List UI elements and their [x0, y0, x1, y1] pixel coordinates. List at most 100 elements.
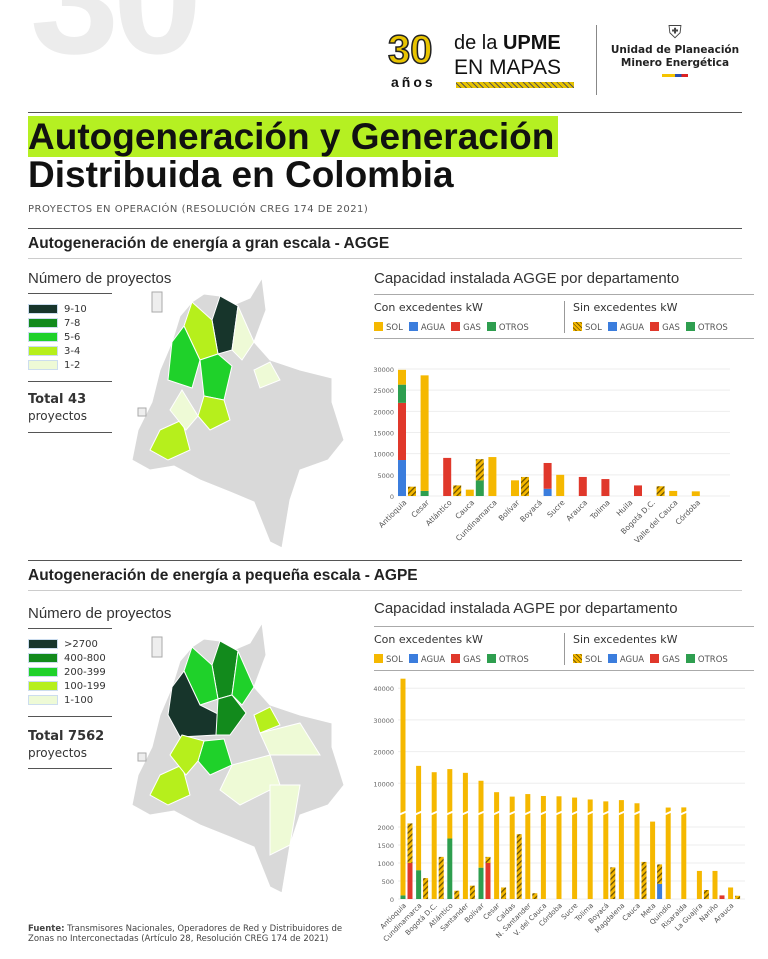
chart-legend-frame: Con excedentes kW SOL AGUA GAS OTROS Sin exce… — [374, 294, 754, 339]
divider — [28, 590, 742, 591]
axis-break-mark — [678, 810, 689, 816]
legend-swatch — [451, 654, 461, 663]
logo-divider — [596, 25, 597, 95]
legend-item-otros: OTROS — [486, 322, 529, 333]
bar-segment — [657, 883, 663, 899]
agpe-bar-chart: 050010001500200010000200003000040000Anti… — [373, 678, 745, 943]
legend-swatch — [28, 681, 58, 691]
legend-label: AGUA — [420, 323, 446, 333]
agge-chart-title: Capacidad instalada AGGE por departament… — [374, 270, 680, 287]
axis-break-mark — [491, 810, 502, 816]
legend-label: OTROS — [697, 655, 728, 665]
legend-swatch — [451, 322, 461, 331]
legend-label: 1-100 — [64, 694, 94, 706]
legend-label: GAS — [463, 323, 481, 333]
bar-segment — [478, 867, 484, 899]
bar-segment — [400, 895, 406, 899]
bar-segment — [650, 821, 656, 899]
logo-text-b: UPME — [502, 32, 561, 54]
legend-item: 9-10 — [28, 302, 113, 316]
axis-break-mark — [460, 810, 471, 816]
bar-segment — [475, 480, 484, 496]
legend-swatch — [28, 346, 58, 356]
legend-item: 3-4 — [28, 344, 113, 358]
legend-swatch — [374, 322, 383, 331]
bar-segment — [407, 823, 413, 863]
san-andres-inset — [151, 636, 163, 658]
bar-segment — [532, 893, 538, 899]
bar-segment — [431, 772, 437, 899]
bar-segment — [465, 489, 474, 496]
legend-swatch — [607, 322, 617, 331]
axis-break-mark — [663, 810, 674, 816]
legend-item-gas: GAS — [650, 322, 680, 333]
title-line-1: Autogeneración y Generación — [28, 116, 559, 157]
source-note: Fuente: Transmisores Nacionales, Operado… — [28, 924, 358, 944]
bar-segment — [696, 870, 702, 899]
legend-item-sol: SOL — [374, 654, 403, 665]
bar-segment — [447, 769, 453, 839]
watermark-30: 30 — [30, 0, 202, 78]
department-region — [231, 649, 255, 706]
legend-item-sol: SOL — [374, 322, 403, 333]
coat-of-arms-icon: ⛨ — [668, 22, 682, 43]
total-sub: proyectos — [28, 409, 88, 423]
department-region — [231, 304, 255, 361]
flag-bar — [662, 74, 688, 77]
legend-item-agua: AGUA — [607, 322, 644, 333]
legend-swatch — [28, 653, 58, 663]
bar-segment — [453, 485, 462, 496]
divider — [28, 432, 112, 433]
divider — [28, 560, 742, 561]
y-tick-label: 30000 — [373, 717, 394, 725]
x-tick-label: Cundinamarca — [454, 498, 499, 543]
department-region — [149, 764, 191, 806]
bar-segment — [485, 863, 491, 899]
legend-swatch — [28, 304, 58, 314]
legend-item: 400-800 — [28, 651, 113, 665]
legend-item: 1-2 — [28, 358, 113, 372]
malpelo-inset — [137, 752, 147, 762]
y-tick-label: 10000 — [373, 451, 394, 459]
bar-segment — [728, 887, 734, 899]
bar-segment — [420, 490, 429, 496]
y-tick-label: 0 — [390, 896, 394, 904]
legend-swatch — [607, 654, 617, 663]
agpe-map-title: Número de proyectos — [28, 605, 172, 622]
legend-label: GAS — [662, 323, 680, 333]
legend-label: OTROS — [498, 655, 529, 665]
legend-item: 1-100 — [28, 693, 113, 707]
legend-label: SOL — [585, 323, 602, 333]
department-region — [183, 646, 219, 706]
legend-swatch — [573, 654, 582, 663]
legend-swatch — [486, 654, 496, 663]
legend-swatch — [28, 667, 58, 677]
bar-segment — [400, 678, 406, 896]
bar-segment — [657, 864, 663, 884]
legend-item-otros: OTROS — [685, 322, 728, 333]
legend-item-gas: GAS — [451, 322, 481, 333]
department-region — [259, 722, 321, 756]
department-region — [199, 353, 233, 401]
legend-label: 3-4 — [64, 345, 81, 357]
legend-item-sol: SOL — [573, 654, 602, 665]
org-name-1: Unidad de Planeación — [610, 44, 740, 56]
department-region — [197, 395, 231, 431]
bar-segment — [603, 801, 609, 899]
legend-label: 100-199 — [64, 680, 106, 692]
axis-break-mark — [507, 810, 518, 816]
logo-number: 30 — [387, 28, 433, 72]
bar-segment — [556, 474, 565, 496]
legend-item-otros: OTROS — [685, 654, 728, 665]
bar-segment — [469, 885, 475, 899]
legend-label: 9-10 — [64, 303, 87, 315]
bar-segment — [681, 807, 687, 899]
legend-group-title: Con excedentes kW — [374, 301, 483, 314]
legend-label: GAS — [463, 655, 481, 665]
axis-break-mark — [413, 810, 424, 816]
legend-label: SOL — [386, 323, 403, 333]
legend-swatch — [486, 322, 496, 331]
x-tick-label: Bolívar — [497, 497, 522, 522]
agpe-chart-title: Capacidad instalada AGPE por departament… — [374, 600, 678, 617]
agpe-total: Total 7562 proyectos — [28, 728, 104, 761]
